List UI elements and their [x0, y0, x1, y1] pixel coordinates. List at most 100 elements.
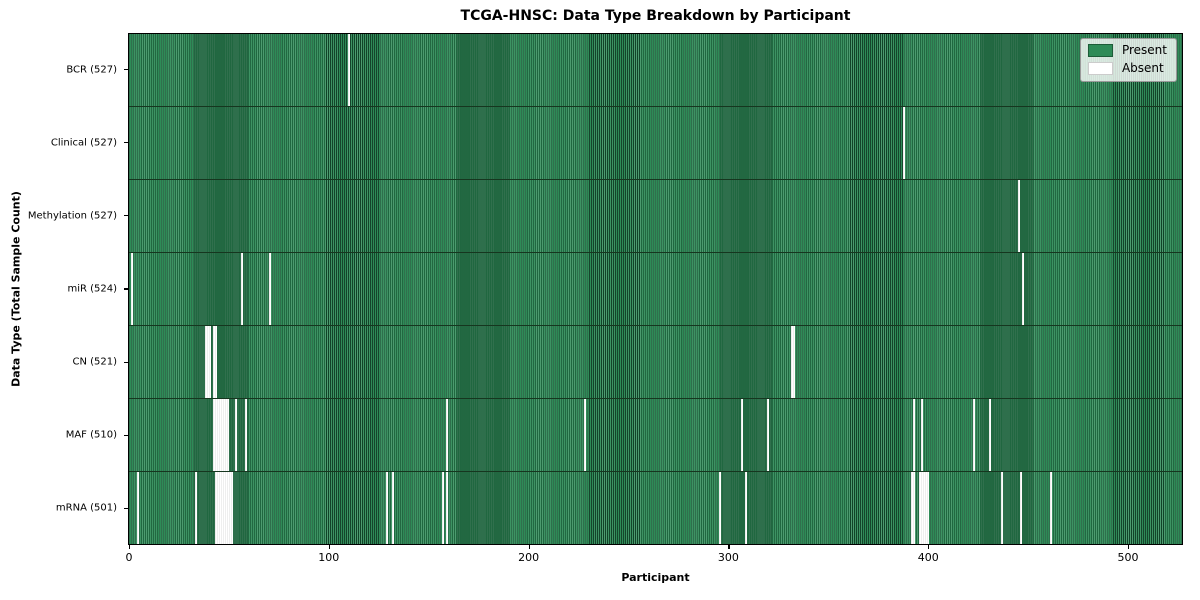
absent-stripe [793, 326, 796, 398]
absent-stripe [745, 472, 748, 544]
absent-stripe [926, 472, 929, 544]
absent-stripe [741, 399, 744, 471]
absent-stripe [446, 472, 449, 544]
y-tick-label-bcr: BCR (527) [66, 64, 117, 76]
absent-stripe [1020, 472, 1023, 544]
heatmap-row-clinical [129, 106, 1182, 179]
absent-stripe [719, 472, 722, 544]
absent-stripe [1050, 472, 1053, 544]
absent-stripe [130, 253, 133, 325]
x-axis-ticks: 0 100 200 300 400 500 [125, 545, 1183, 569]
absent-stripe [924, 472, 927, 544]
x-tick-mark [1128, 545, 1130, 549]
absent-stripe [230, 472, 233, 544]
x-tick-mark [528, 545, 530, 549]
y-axis-ticks: BCR (527) Clinical (527) Methylation (527)… [0, 33, 128, 545]
x-tick-label-400: 400 [917, 551, 939, 564]
absent-stripe [348, 34, 351, 106]
heatmap-row-methylation [129, 179, 1182, 252]
heatmap-row-bcr [129, 34, 1182, 106]
absent-stripe [218, 399, 221, 471]
absent-stripe [214, 472, 217, 544]
absent-stripe [972, 399, 975, 471]
absent-stripe [902, 107, 905, 179]
absent-stripe [583, 399, 586, 471]
absent-stripe [922, 472, 925, 544]
y-tick-label-clinical: Clinical (527) [50, 137, 117, 149]
y-tick-mark [124, 507, 128, 510]
x-axis-label: Participant [621, 571, 690, 584]
heatmap-row-cn [129, 325, 1182, 398]
y-tick-label-mrna: mRNA (501) [55, 502, 117, 514]
y-tick-label-maf: MAF (510) [65, 429, 117, 441]
y-tick-label-cn: CN (521) [72, 356, 117, 368]
y-tick-mark [124, 361, 128, 363]
absent-stripe [228, 472, 231, 544]
y-tick-mark [124, 215, 128, 217]
absent-stripe [1000, 472, 1003, 544]
heatmap-rows [129, 34, 1182, 544]
absent-stripe [244, 399, 247, 471]
legend-item-present: Present [1087, 43, 1167, 57]
x-tick-mark [728, 545, 730, 549]
plot-area: Present Absent [128, 33, 1183, 545]
legend: Present Absent [1079, 38, 1177, 82]
absent-stripe [234, 399, 237, 471]
y-tick-mark [124, 434, 128, 436]
y-tick-mark [124, 288, 128, 290]
absent-stripe [212, 399, 215, 471]
absent-stripe [912, 399, 915, 471]
x-tick-label-300: 300 [717, 551, 739, 564]
absent-stripe [240, 253, 243, 325]
absent-stripe [136, 472, 139, 544]
absent-stripe [920, 399, 923, 471]
absent-stripe [767, 399, 770, 471]
absent-stripe [988, 399, 991, 471]
absent-stripe [910, 472, 913, 544]
absent-stripe [226, 472, 229, 544]
absent-stripe [446, 399, 449, 471]
y-tick-label-methylation: Methylation (527) [27, 210, 117, 222]
absent-stripe [212, 326, 215, 398]
absent-stripe [912, 472, 915, 544]
absent-stripe [920, 472, 923, 544]
absent-stripe [216, 399, 219, 471]
absent-stripe [791, 326, 794, 398]
absent-stripe [206, 326, 209, 398]
y-tick-mark [124, 68, 128, 71]
absent-stripe [392, 472, 395, 544]
absent-stripe [386, 472, 389, 544]
absent-stripe [220, 472, 223, 544]
absent-stripe [222, 399, 225, 471]
absent-stripe [224, 399, 227, 471]
absent-stripe [224, 472, 227, 544]
present-swatch-icon [1087, 44, 1113, 57]
absent-stripe [1022, 253, 1025, 325]
absent-stripe [214, 399, 217, 471]
heatmap-row-mir [129, 252, 1182, 325]
absent-stripe [216, 472, 219, 544]
chart-title: TCGA-HNSC: Data Type Breakdown by Partic… [460, 8, 851, 24]
heatmap-row-maf [129, 398, 1182, 471]
x-tick-label-100: 100 [318, 551, 340, 564]
absent-stripe [194, 472, 197, 544]
absent-stripe [226, 399, 229, 471]
y-tick-label-mir: miR (524) [67, 283, 117, 295]
absent-stripe [204, 326, 207, 398]
absent-stripe [208, 326, 211, 398]
absent-stripe [214, 326, 217, 398]
x-tick-label-500: 500 [1117, 551, 1139, 564]
absent-stripe [220, 399, 223, 471]
heatmap-row-mrna [129, 471, 1182, 544]
x-tick-label-0: 0 [125, 551, 133, 564]
legend-label-absent: Absent [1121, 61, 1164, 75]
x-tick-label-200: 200 [518, 551, 540, 564]
absent-stripe [918, 472, 921, 544]
legend-item-absent: Absent [1087, 61, 1167, 75]
absent-stripe [218, 472, 221, 544]
legend-label-present: Present [1121, 43, 1167, 57]
absent-stripe [442, 472, 445, 544]
absent-swatch-icon [1087, 62, 1113, 75]
absent-stripe [222, 472, 225, 544]
